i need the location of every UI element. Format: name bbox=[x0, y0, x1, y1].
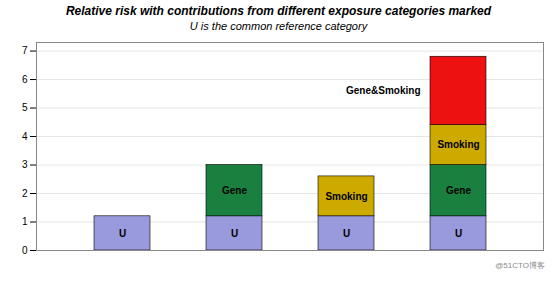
svg-text:Gene: Gene bbox=[222, 185, 247, 196]
html-text:Relative risk with contributio: Relative risk with contributions from di… bbox=[65, 4, 492, 18]
svg-text:Gene&Smoking: Gene&Smoking bbox=[346, 85, 420, 96]
svg-text:5: 5 bbox=[22, 102, 28, 113]
svg-text:U: U bbox=[343, 228, 350, 239]
svg-text:U: U bbox=[119, 228, 126, 239]
svg-text:7: 7 bbox=[22, 45, 28, 56]
svg-text:Smoking: Smoking bbox=[437, 139, 479, 150]
svg-text:Gene: Gene bbox=[446, 185, 471, 196]
html-text:U is the common reference cate: U is the common reference category bbox=[189, 20, 368, 32]
svg-text:U: U bbox=[455, 228, 462, 239]
html-text:@51CTO博客: @51CTO博客 bbox=[495, 261, 545, 270]
svg-text:0: 0 bbox=[22, 245, 28, 256]
svg-text:2: 2 bbox=[22, 188, 28, 199]
svg-text:4: 4 bbox=[22, 131, 28, 142]
svg-text:U: U bbox=[231, 228, 238, 239]
svg-text:Smoking: Smoking bbox=[325, 191, 367, 202]
svg-text:3: 3 bbox=[22, 159, 28, 170]
svg-text:6: 6 bbox=[22, 74, 28, 85]
svg-text:1: 1 bbox=[22, 216, 28, 227]
